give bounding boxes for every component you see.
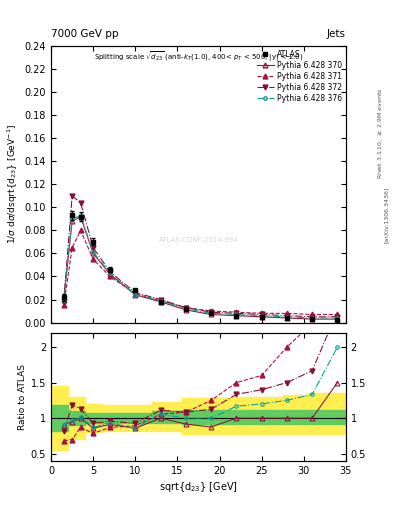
Pythia 6.428 372: [91, 245, 95, 251]
Pythia 6.428 370: [91, 250, 95, 257]
Y-axis label: Ratio to ATLAS: Ratio to ATLAS: [18, 364, 27, 430]
Pythia 6.428 371: [70, 245, 75, 251]
Pythia 6.428 376: [158, 297, 163, 304]
Pythia 6.428 370: [61, 296, 66, 303]
Pythia 6.428 370: [259, 314, 264, 320]
Pythia 6.428 371: [133, 291, 138, 297]
Pythia 6.428 372: [78, 200, 83, 206]
Text: Jets: Jets: [327, 29, 346, 39]
Pythia 6.428 371: [158, 297, 163, 304]
Pythia 6.428 370: [234, 312, 239, 318]
Pythia 6.428 376: [259, 312, 264, 318]
Pythia 6.428 371: [310, 311, 314, 317]
Pythia 6.428 370: [310, 316, 314, 322]
Text: ATLAS-CONF-2014-994: ATLAS-CONF-2014-994: [159, 237, 238, 243]
Pythia 6.428 372: [133, 290, 138, 296]
Pythia 6.428 372: [70, 193, 75, 199]
Pythia 6.428 376: [91, 249, 95, 255]
Text: Splitting scale $\sqrt{d_{23}}$ (anti-$k_T$(1.0), 400< $p_T$ < 500, |y| < 2.0): Splitting scale $\sqrt{d_{23}}$ (anti-$k…: [94, 50, 303, 65]
Y-axis label: 1/$\sigma$ d$\sigma$/dsqrt{d$_{23}$} [GeV$^{-1}$]: 1/$\sigma$ d$\sigma$/dsqrt{d$_{23}$} [Ge…: [6, 124, 20, 244]
Pythia 6.428 370: [70, 218, 75, 224]
Pythia 6.428 371: [335, 311, 340, 317]
Pythia 6.428 371: [108, 273, 112, 280]
Line: Pythia 6.428 376: Pythia 6.428 376: [62, 214, 339, 319]
Pythia 6.428 376: [70, 216, 75, 222]
Pythia 6.428 370: [335, 316, 340, 322]
Pythia 6.428 371: [91, 256, 95, 262]
Pythia 6.428 370: [158, 299, 163, 305]
X-axis label: sqrt{d$_{23}$} [GeV]: sqrt{d$_{23}$} [GeV]: [159, 480, 238, 494]
Pythia 6.428 376: [133, 292, 138, 298]
Pythia 6.428 372: [234, 310, 239, 316]
Pythia 6.428 371: [184, 305, 188, 311]
Pythia 6.428 370: [78, 214, 83, 220]
Pythia 6.428 376: [310, 315, 314, 321]
Pythia 6.428 372: [184, 305, 188, 311]
Pythia 6.428 376: [209, 310, 213, 316]
Text: Rivet 3.1.10, $\geq$ 2.9M events: Rivet 3.1.10, $\geq$ 2.9M events: [376, 88, 384, 179]
Pythia 6.428 371: [61, 302, 66, 308]
Legend: ATLAS, Pythia 6.428 370, Pythia 6.428 371, Pythia 6.428 372, Pythia 6.428 376: ATLAS, Pythia 6.428 370, Pythia 6.428 37…: [257, 50, 342, 102]
Pythia 6.428 376: [285, 314, 289, 320]
Pythia 6.428 371: [285, 310, 289, 316]
Pythia 6.428 376: [78, 212, 83, 219]
Pythia 6.428 372: [61, 299, 66, 305]
Text: 7000 GeV pp: 7000 GeV pp: [51, 29, 119, 39]
Pythia 6.428 370: [285, 315, 289, 321]
Line: Pythia 6.428 372: Pythia 6.428 372: [61, 194, 340, 319]
Pythia 6.428 370: [184, 307, 188, 313]
Pythia 6.428 372: [285, 312, 289, 318]
Pythia 6.428 371: [209, 308, 213, 314]
Pythia 6.428 376: [61, 296, 66, 303]
Line: Pythia 6.428 371: Pythia 6.428 371: [61, 228, 340, 317]
Text: [arXiv:1306.3436]: [arXiv:1306.3436]: [384, 187, 388, 243]
Pythia 6.428 372: [335, 314, 340, 320]
Line: Pythia 6.428 370: Pythia 6.428 370: [61, 214, 340, 322]
Pythia 6.428 372: [209, 309, 213, 315]
Pythia 6.428 371: [259, 310, 264, 316]
Pythia 6.428 372: [259, 311, 264, 317]
Pythia 6.428 371: [234, 309, 239, 315]
Pythia 6.428 376: [234, 311, 239, 317]
Pythia 6.428 370: [209, 311, 213, 317]
Pythia 6.428 376: [184, 306, 188, 312]
Pythia 6.428 372: [158, 296, 163, 303]
Pythia 6.428 370: [133, 292, 138, 298]
Pythia 6.428 371: [78, 227, 83, 233]
Pythia 6.428 372: [310, 314, 314, 320]
Pythia 6.428 376: [335, 315, 340, 321]
Pythia 6.428 376: [108, 270, 112, 276]
Pythia 6.428 370: [108, 271, 112, 278]
Pythia 6.428 372: [108, 269, 112, 275]
